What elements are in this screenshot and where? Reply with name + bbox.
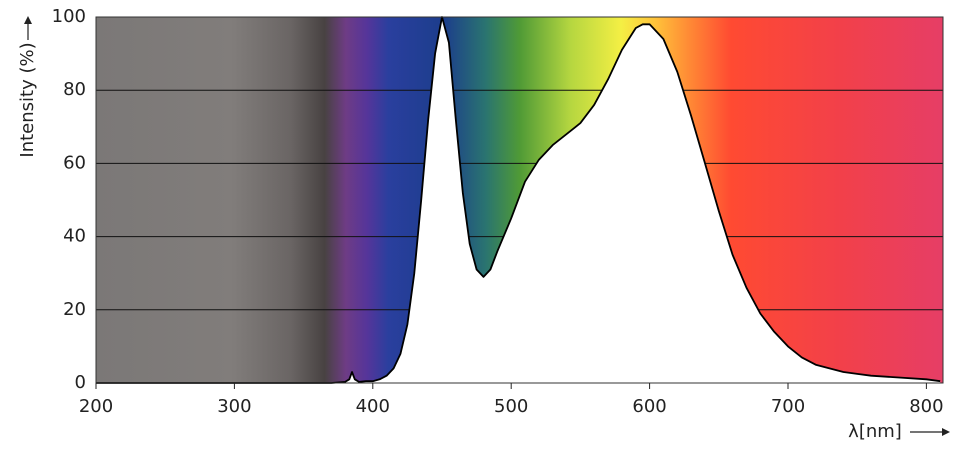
y-tick-label: 40 (63, 226, 86, 247)
x-tick-label: 700 (771, 396, 805, 417)
y-tick-label: 80 (63, 79, 86, 100)
x-arrow-head (942, 428, 950, 436)
x-tick-label: 300 (217, 396, 251, 417)
y-tick-label: 60 (63, 152, 86, 173)
x-tick-label: 600 (632, 396, 666, 417)
x-tick-label: 800 (909, 396, 943, 417)
y-tick-label: 20 (63, 299, 86, 320)
y-tick-label: 100 (52, 6, 86, 27)
y-axis-label: Intensity (%) (17, 42, 38, 157)
x-tick-label: 400 (356, 396, 390, 417)
area-fill (96, 17, 941, 383)
plot-frame (95, 16, 944, 384)
x-axis-label: λ[nm] (848, 421, 902, 442)
spectrum-line (96, 16, 941, 384)
x-tick-label: 200 (79, 396, 113, 417)
y-tick-label: 0 (75, 372, 86, 393)
marks (96, 16, 941, 384)
labels: 0 20 40 60 80 100 200 300 400 500 600 700 800 (52, 6, 944, 417)
x-tick-label: 500 (494, 396, 528, 417)
y-arrow-head (24, 16, 32, 24)
